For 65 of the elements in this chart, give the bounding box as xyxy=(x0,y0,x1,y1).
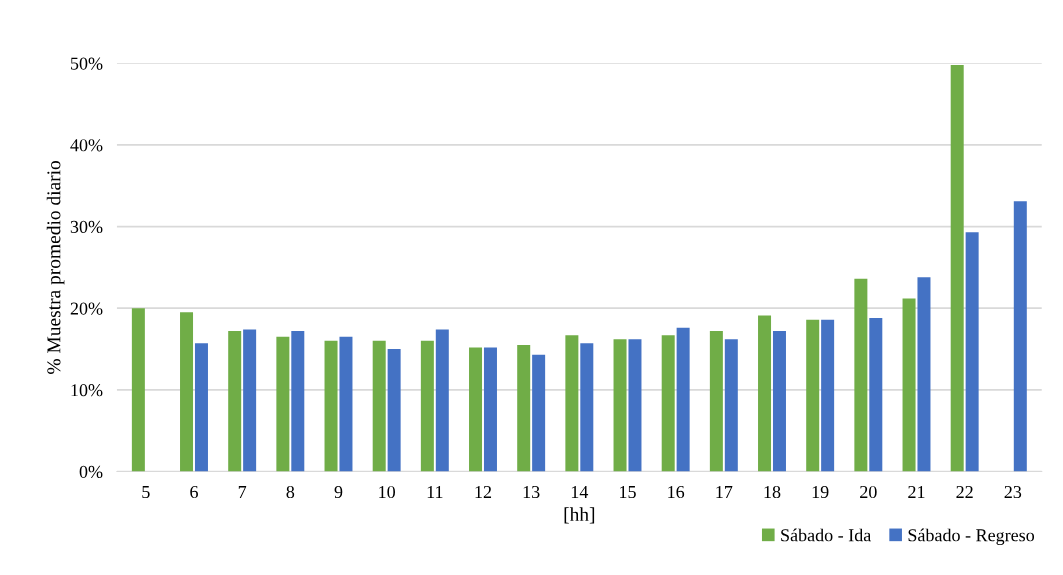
bar xyxy=(291,331,305,472)
x-tick-label: 14 xyxy=(571,486,589,498)
bar xyxy=(854,278,868,472)
x-tick-label: 21 xyxy=(908,485,925,498)
bar xyxy=(661,335,675,472)
x-tick-label: 15 xyxy=(620,486,636,499)
legend-label: Sábado - Regreso xyxy=(908,528,1035,546)
x-tick-label: 13 xyxy=(523,485,540,499)
bar xyxy=(228,331,242,472)
y-tick-label: 50% xyxy=(71,57,103,70)
bar xyxy=(276,336,290,472)
x-tick-label: 6 xyxy=(190,485,198,499)
x-tick-label: 9 xyxy=(334,485,343,499)
bar xyxy=(387,349,401,472)
bar xyxy=(243,329,257,472)
x-axis-title: [hh] xyxy=(564,507,595,524)
bar xyxy=(709,331,723,472)
x-tick-label: 19 xyxy=(812,485,829,499)
y-tick-label: 30% xyxy=(70,220,103,234)
x-tick-label: 17 xyxy=(716,486,733,498)
y-axis-title: % Muestra promedio diario xyxy=(46,160,65,374)
x-tick-label: 10 xyxy=(379,485,396,499)
bar xyxy=(806,319,820,472)
x-tick-label: 20 xyxy=(860,485,877,499)
bar xyxy=(1013,201,1027,472)
bar xyxy=(580,343,594,472)
bar xyxy=(469,347,483,472)
bar xyxy=(902,298,916,472)
x-tick-label: 16 xyxy=(668,485,685,499)
legend-label: Sábado - Ida xyxy=(781,528,872,542)
y-tick-label: 0% xyxy=(79,465,103,478)
bar xyxy=(565,335,579,472)
bar xyxy=(180,312,194,472)
bar xyxy=(917,277,931,472)
bar xyxy=(724,339,738,472)
x-tick-label: 11 xyxy=(427,486,443,498)
y-tick-label: 20% xyxy=(70,302,103,315)
y-tick-label: 40% xyxy=(70,139,103,152)
x-tick-label: 12 xyxy=(475,485,492,498)
bar xyxy=(821,319,835,472)
bar xyxy=(628,339,642,472)
bar xyxy=(339,336,353,472)
x-tick-label: 5 xyxy=(142,486,150,499)
y-tick-label: 10% xyxy=(71,384,103,397)
bar xyxy=(435,329,449,472)
bar xyxy=(194,343,208,472)
x-tick-label: 7 xyxy=(238,486,247,498)
bar xyxy=(965,232,979,472)
bar xyxy=(532,354,546,472)
bar xyxy=(372,340,386,472)
x-tick-label: 8 xyxy=(286,485,295,499)
bar xyxy=(517,344,531,472)
bar xyxy=(613,339,627,472)
bar xyxy=(131,308,145,472)
x-tick-label: 23 xyxy=(1004,485,1022,499)
bar xyxy=(420,340,434,472)
bar xyxy=(324,340,338,472)
bar xyxy=(676,327,690,472)
x-tick-label: 18 xyxy=(764,485,781,499)
x-tick-label: 22 xyxy=(956,485,973,498)
bar xyxy=(758,315,772,472)
bar xyxy=(483,347,497,472)
bar xyxy=(772,331,786,472)
bar xyxy=(950,64,964,472)
bar xyxy=(869,318,883,472)
